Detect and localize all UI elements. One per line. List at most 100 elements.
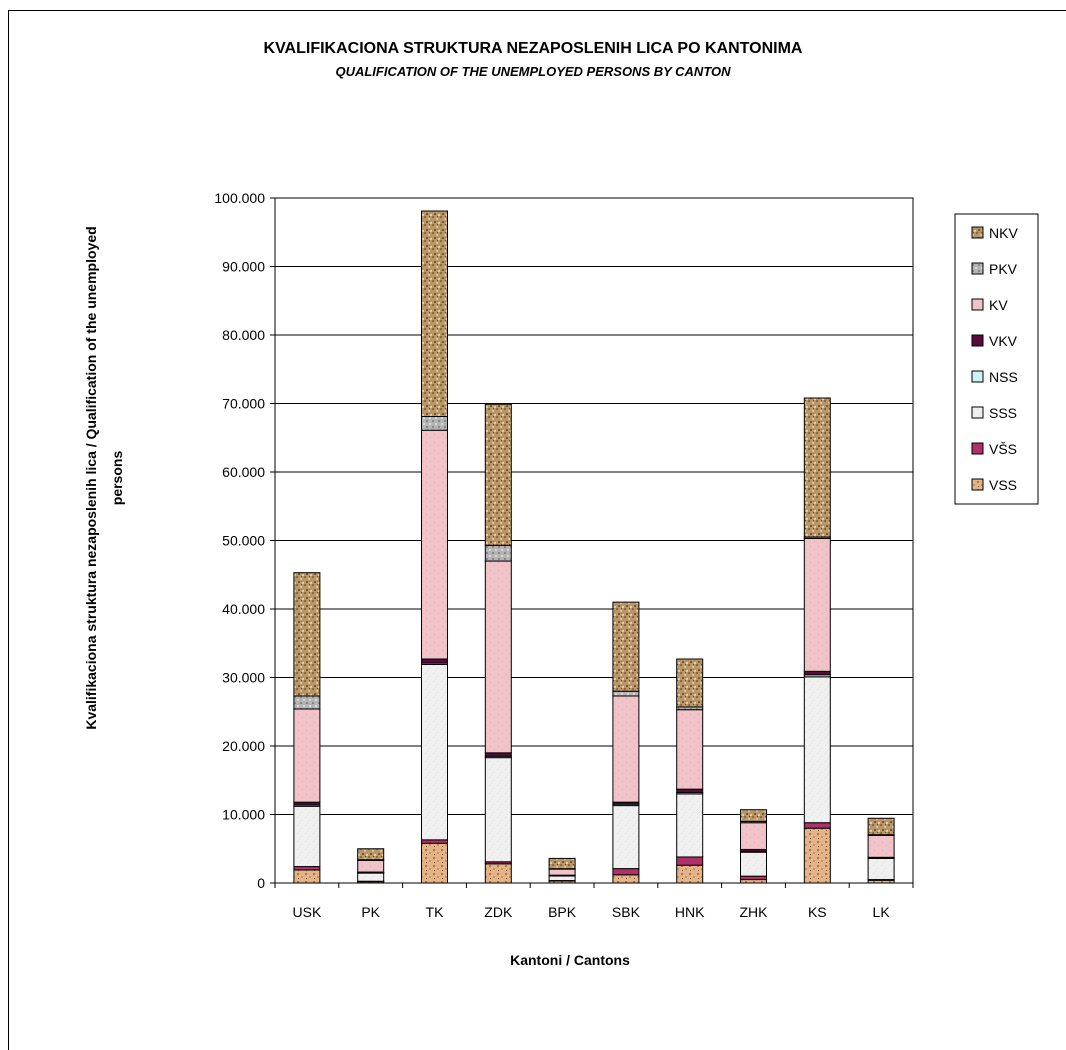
bar-segment-hnk-vkv <box>676 788 704 794</box>
bar-segment-hnk-nkv <box>676 658 704 708</box>
bar-segment-ks-vkv <box>803 670 831 676</box>
legend-label: SSS <box>989 405 1017 421</box>
plot-area-border <box>274 197 914 884</box>
bar-segment-sbk-nkv <box>612 601 640 692</box>
y-tick-label: 0 <box>257 875 265 891</box>
bar-segment-tk-sss <box>421 663 448 841</box>
bar-segment-usk-sss <box>293 805 321 868</box>
y-tick-label: 30.000 <box>222 670 265 686</box>
bar-segment-zdk-sss <box>484 757 512 863</box>
bar-segment-sbk-vss <box>612 874 640 884</box>
y-tick-label: 100.000 <box>214 190 265 206</box>
bar-segment-zhk-všs <box>740 875 767 881</box>
legend-swatch-pkv <box>971 262 984 275</box>
bar-segment-tk-nkv <box>421 210 448 418</box>
bar-segment-hnk-všs <box>676 856 704 866</box>
legend-label: VŠS <box>989 441 1017 457</box>
bar-segment-zdk-vss <box>484 863 512 884</box>
bar-segment-sbk-všs <box>612 868 640 876</box>
bar-segment-pk-sss <box>357 872 385 882</box>
bar-segment-pk-kv <box>357 859 385 873</box>
legend-label: VKV <box>989 333 1018 349</box>
x-tick-label: HNK <box>675 904 705 920</box>
bar-segment-tk-pkv <box>421 416 448 431</box>
legend-swatch-sss <box>971 406 984 419</box>
bar-segment-tk-vss <box>421 842 448 884</box>
y-axis-label-line2: persons <box>109 451 125 506</box>
bar-segment-tk-všs <box>421 839 448 844</box>
y-tick-label: 70.000 <box>222 396 265 412</box>
y-tick-label: 60.000 <box>222 464 265 480</box>
legend: NKV PKV KV VKV NSS SSS VŠS VSS <box>954 213 1039 505</box>
y-axis-label-line1: Kvalifikaciona struktura nezaposlenih li… <box>83 226 99 729</box>
bar-segment-sbk-kv <box>612 695 640 803</box>
bar-segment-lk-sss <box>867 857 895 881</box>
x-tick-label: BPK <box>548 904 577 920</box>
bar-segment-tk-vkv <box>421 658 448 664</box>
chart-title: KVALIFIKACIONA STRUKTURA NEZAPOSLENIH LI… <box>264 40 803 57</box>
bar-segment-ks-nkv <box>803 397 831 538</box>
x-axis-label: Kantoni / Cantons <box>510 952 630 968</box>
bar-segment-bpk-nkv <box>548 857 576 870</box>
legend-label: KV <box>989 297 1008 313</box>
bar-segment-usk-nkv <box>293 572 321 697</box>
legend-label: NSS <box>989 369 1018 385</box>
y-tick-label: 40.000 <box>222 601 265 617</box>
bar-segment-usk-kv <box>293 708 321 803</box>
legend-swatch-vss <box>971 478 984 491</box>
x-tick-label: USK <box>293 904 322 920</box>
legend-label: NKV <box>989 225 1018 241</box>
x-tick-label: PK <box>361 904 380 920</box>
bar-segment-zhk-sss <box>740 851 767 877</box>
y-tick-labels: 0 10.000 20.000 30.000 40.000 50.000 60.000 70.… <box>214 190 265 891</box>
bar-segment-usk-vss <box>293 869 321 884</box>
bar-segment-ks-vss <box>803 827 831 884</box>
y-tick-label: 80.000 <box>222 327 265 343</box>
bar-segment-ks-kv <box>803 537 831 672</box>
bars <box>293 210 895 884</box>
y-tick-label: 20.000 <box>222 738 265 754</box>
x-tick-label: LK <box>873 904 891 920</box>
x-tick-label: ZHK <box>740 904 769 920</box>
legend-swatch-nss <box>971 370 984 383</box>
y-axis-label: Kvalifikaciona struktura nezaposlenih li… <box>83 226 125 729</box>
bar-segment-zhk-nkv <box>740 809 767 822</box>
bar-segment-hnk-kv <box>676 709 704 790</box>
bar-segment-ks-sss <box>803 676 831 824</box>
bar-segment-usk-všs <box>293 866 321 871</box>
bar-segment-zdk-vkv <box>484 752 512 757</box>
bar-segment-pk-nkv <box>357 848 385 861</box>
bar-segment-zhk-kv <box>740 822 767 850</box>
legend-swatch-vkv <box>971 334 984 347</box>
x-tick-label: SBK <box>612 904 641 920</box>
legend-label: VSS <box>989 477 1017 493</box>
bar-segment-ks-všs <box>803 822 831 829</box>
legend-swatch-všs <box>971 442 984 455</box>
bar-segment-zhk-vss <box>740 879 767 884</box>
y-tick-label: 10.000 <box>222 807 265 823</box>
bar-segment-zdk-pkv <box>484 544 512 562</box>
bar-segment-sbk-pkv <box>612 690 640 697</box>
y-tick-label: 90.000 <box>222 259 265 275</box>
bar-segment-zdk-kv <box>484 560 512 754</box>
bar-segment-hnk-vss <box>676 864 704 884</box>
bar-segment-tk-kv <box>421 429 448 660</box>
legend-swatch-kv <box>971 298 984 311</box>
bar-segment-zdk-nkv <box>484 403 512 546</box>
bar-segment-lk-kv <box>867 834 895 858</box>
bar-segment-sbk-sss <box>612 805 640 870</box>
y-tick-label: 50.000 <box>222 533 265 549</box>
legend-swatch-nkv <box>971 226 984 239</box>
bar-segment-hnk-sss <box>676 793 704 858</box>
legend-label: PKV <box>989 261 1018 277</box>
bar-segment-lk-nkv <box>867 817 895 836</box>
x-tick-labels: USK PK TK ZDK BPK SBK HNK ZHK KS LK <box>293 904 891 920</box>
legend-box <box>954 213 1039 505</box>
chart-frame <box>8 10 1066 1050</box>
x-tick-label: TK <box>426 904 445 920</box>
x-tick-label: KS <box>808 904 827 920</box>
x-tick-label: ZDK <box>484 904 513 920</box>
chart-subtitle: QUALIFICATION OF THE UNEMPLOYED PERSONS … <box>335 64 731 79</box>
bar-segment-usk-pkv <box>293 695 321 710</box>
